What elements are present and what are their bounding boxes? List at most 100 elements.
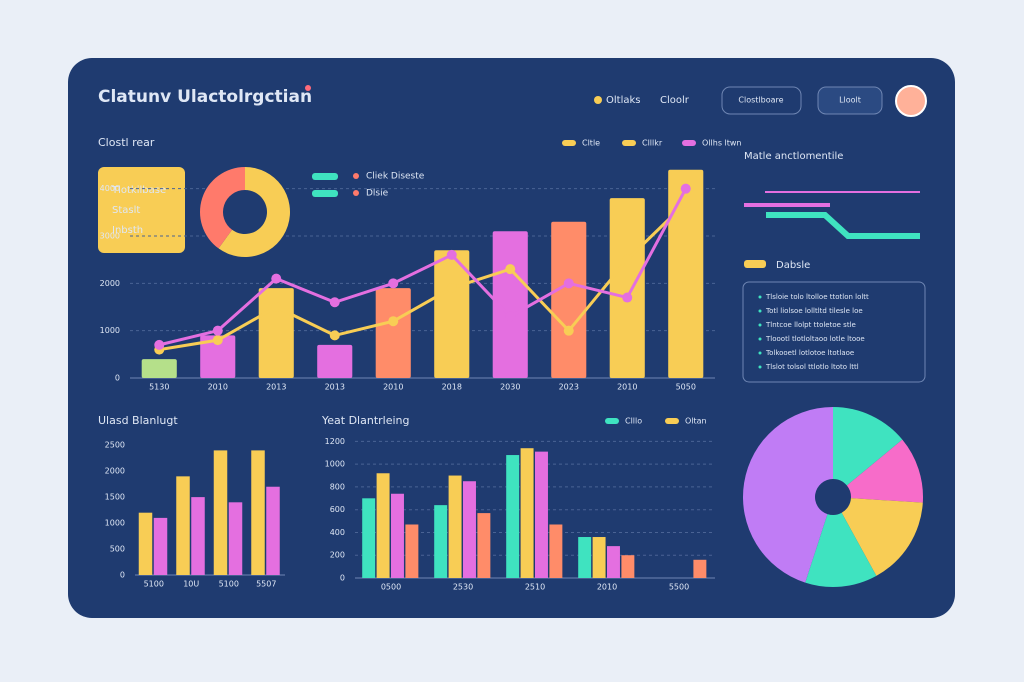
panel-item: Tlslot tolsol ttlotlo ltoto lttl bbox=[765, 363, 859, 371]
legend-label: Clllkr bbox=[642, 139, 663, 148]
badge: Oltlaks bbox=[606, 95, 640, 106]
bar bbox=[405, 524, 419, 578]
point bbox=[446, 249, 457, 260]
bullet bbox=[758, 323, 762, 327]
y-tick-label: 4000 bbox=[100, 184, 120, 193]
bar bbox=[607, 546, 620, 578]
y-tick-label: 500 bbox=[110, 545, 125, 554]
y-tick-label: 2000 bbox=[100, 279, 120, 288]
bar bbox=[213, 450, 228, 575]
slice bbox=[200, 167, 245, 249]
slice bbox=[846, 439, 923, 503]
bar bbox=[535, 451, 548, 578]
bar bbox=[176, 476, 190, 575]
y-tick-label: 3000 bbox=[100, 232, 120, 241]
card-line: Inbsth bbox=[112, 225, 143, 236]
point bbox=[212, 325, 223, 336]
slice bbox=[743, 407, 833, 583]
bar bbox=[258, 288, 294, 378]
legend-dot bbox=[353, 190, 359, 196]
bullet bbox=[758, 365, 762, 369]
panel-legend: Dabsle bbox=[776, 260, 810, 271]
link[interactable]: Cloolr bbox=[660, 95, 690, 106]
panel-item: Tlntcoe llolpt ttoletoe stle bbox=[765, 321, 856, 329]
legend-swatch bbox=[312, 173, 338, 180]
y-tick-label: 0 bbox=[115, 374, 120, 383]
y-tick-label: 1500 bbox=[105, 493, 125, 502]
bar bbox=[463, 481, 476, 578]
legend-swatch bbox=[665, 418, 679, 424]
bullet bbox=[758, 295, 762, 299]
bullet bbox=[758, 309, 762, 313]
point bbox=[271, 273, 282, 284]
bar bbox=[391, 493, 404, 578]
panel-item: Tloootl tlotloltaoo lotle ltooe bbox=[765, 335, 865, 343]
y-tick-label: 2500 bbox=[105, 441, 125, 450]
x-tick-label: 5100 bbox=[219, 580, 239, 589]
y-tick-label: 200 bbox=[330, 551, 345, 560]
bar bbox=[375, 288, 411, 378]
bar bbox=[609, 198, 645, 378]
point bbox=[680, 197, 691, 208]
legend-swatch bbox=[744, 260, 766, 268]
x-tick-label: 2010 bbox=[208, 383, 228, 392]
bar bbox=[266, 486, 280, 575]
button-label[interactable]: Clostlboare bbox=[738, 96, 783, 105]
x-tick-label: 10U bbox=[183, 580, 199, 589]
x-tick-label: 2023 bbox=[559, 383, 579, 392]
slice bbox=[805, 512, 877, 588]
legend-label: Dlsie bbox=[366, 189, 389, 199]
legend-label: Cliek Diseste bbox=[366, 172, 425, 182]
dot bbox=[305, 85, 311, 91]
legend-label: Ollhs ltwn bbox=[702, 139, 742, 148]
panel-item: Tolkooetl lotlotoe ltotlaoe bbox=[765, 349, 854, 357]
bar bbox=[153, 517, 168, 575]
bar bbox=[668, 169, 704, 378]
button[interactable] bbox=[721, 86, 802, 115]
chart-title: Clostl rear bbox=[98, 136, 155, 149]
legend-swatch bbox=[562, 140, 576, 146]
point bbox=[388, 278, 399, 289]
slice bbox=[833, 407, 903, 486]
legend-swatch bbox=[622, 140, 636, 146]
y-tick-label: 1000 bbox=[105, 519, 125, 528]
bar bbox=[592, 537, 606, 578]
legend-swatch bbox=[682, 140, 696, 146]
point bbox=[505, 311, 516, 322]
point bbox=[680, 183, 691, 194]
x-tick-label: 2013 bbox=[325, 383, 345, 392]
bar bbox=[376, 473, 390, 578]
card-line: Staslt bbox=[112, 205, 140, 216]
point bbox=[271, 302, 282, 312]
avatar[interactable] bbox=[895, 85, 927, 117]
point bbox=[622, 292, 633, 303]
x-tick-label: 2030 bbox=[500, 383, 520, 392]
y-tick-label: 800 bbox=[330, 482, 345, 491]
point bbox=[622, 254, 633, 265]
bar bbox=[191, 497, 205, 575]
bar bbox=[520, 448, 534, 578]
point bbox=[329, 297, 340, 308]
x-tick-label: 2510 bbox=[525, 583, 545, 592]
x-tick-label: 2010 bbox=[597, 583, 617, 592]
y-tick-label: 400 bbox=[330, 528, 345, 537]
legend-label: Oltan bbox=[685, 417, 707, 426]
button[interactable] bbox=[817, 86, 883, 115]
badge-dot bbox=[594, 96, 602, 104]
track bbox=[766, 212, 920, 239]
legend-swatch bbox=[605, 418, 619, 424]
bar bbox=[251, 450, 265, 575]
panel-title: Matle anctlomentile bbox=[744, 151, 843, 162]
point bbox=[446, 283, 457, 294]
bar bbox=[448, 475, 462, 578]
point bbox=[212, 335, 223, 346]
button-label[interactable]: Lloolt bbox=[839, 96, 861, 105]
stat-card bbox=[98, 167, 185, 253]
bullet bbox=[758, 351, 762, 355]
line bbox=[158, 187, 688, 347]
bar bbox=[141, 359, 177, 378]
card-line: Tlotkilbase bbox=[111, 185, 166, 196]
x-tick-label: 5100 bbox=[144, 580, 164, 589]
y-tick-label: 0 bbox=[120, 571, 125, 580]
x-tick-label: 2530 bbox=[453, 583, 473, 592]
